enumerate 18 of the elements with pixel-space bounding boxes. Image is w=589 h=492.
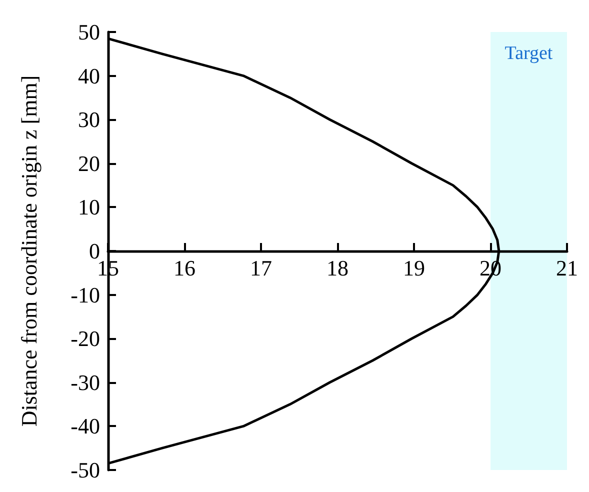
y-tick-label: -10 bbox=[70, 282, 100, 308]
y-tick-label: -20 bbox=[70, 326, 100, 352]
x-tick-label: 18 bbox=[326, 256, 348, 280]
y-tick-label: 0 bbox=[89, 238, 100, 264]
x-tick-label: 21 bbox=[556, 256, 578, 280]
band-label: Target bbox=[504, 43, 554, 64]
y-tick-label: -50 bbox=[70, 458, 100, 482]
y-tick-label: 10 bbox=[78, 194, 100, 220]
y-tick-label: -40 bbox=[70, 414, 100, 439]
y-tick-label: 40 bbox=[78, 63, 100, 88]
y-axis-title: Distance from coordinate origin z [mm] bbox=[16, 75, 42, 427]
y-tick-label: 30 bbox=[78, 107, 100, 132]
x-tick-label: 17 bbox=[250, 256, 272, 280]
y-tick-label: 50 bbox=[78, 20, 100, 44]
y-tick-label: 20 bbox=[78, 150, 100, 176]
x-tick-label: 19 bbox=[403, 256, 425, 280]
y-tick-label: -30 bbox=[70, 370, 100, 395]
x-tick-label: 16 bbox=[174, 256, 196, 280]
